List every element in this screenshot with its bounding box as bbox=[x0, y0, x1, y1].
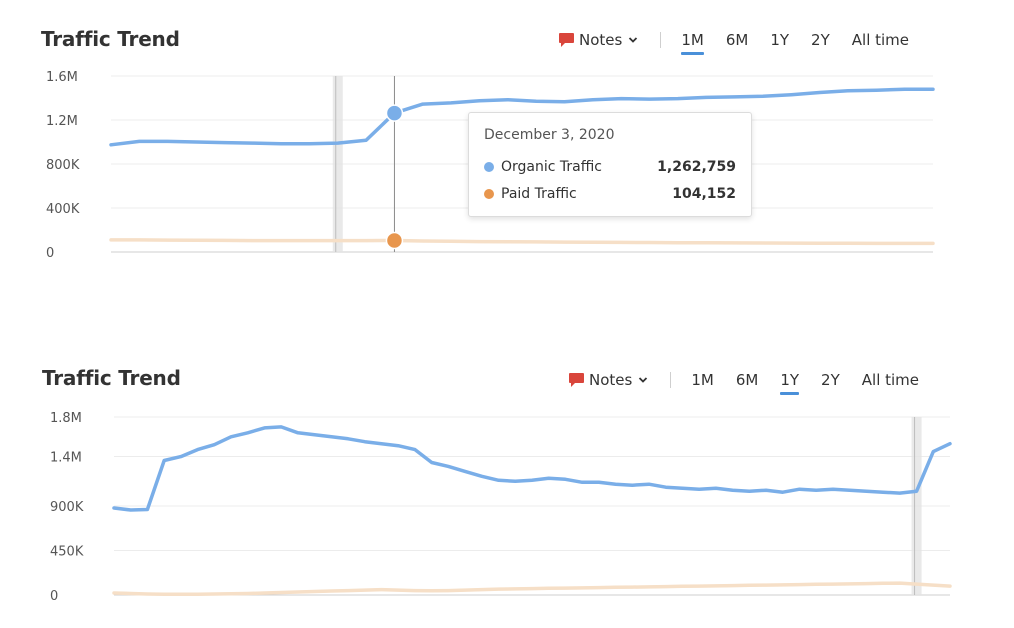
range-1y[interactable]: 1Y bbox=[780, 371, 799, 395]
range-all-time[interactable]: All time bbox=[861, 371, 920, 389]
organic-traffic-line bbox=[109, 87, 935, 147]
toolbar-divider bbox=[670, 372, 672, 388]
range-1m[interactable]: 1M bbox=[681, 31, 704, 55]
range-2y[interactable]: 2Y bbox=[821, 371, 840, 389]
range-1m[interactable]: 1M bbox=[691, 371, 714, 389]
y-tick-label: 400K bbox=[46, 202, 80, 217]
organic-hover-point bbox=[385, 104, 404, 122]
note-marker-band bbox=[911, 417, 922, 595]
y-tick-label: 800K bbox=[46, 158, 80, 173]
notes-label: Notes bbox=[579, 31, 623, 49]
y-tick-label: 1.6M bbox=[46, 70, 78, 85]
paid-traffic-line bbox=[109, 238, 935, 246]
chevron-down-icon bbox=[629, 37, 638, 43]
y-tick-label: 0 bbox=[50, 589, 58, 604]
traffic-trend-panel-1y: Traffic Trend Notes 1M 6M 1Y 2Y All time… bbox=[0, 340, 1014, 628]
tooltip-date: December 3, 2020 bbox=[484, 127, 615, 143]
organic-traffic-line bbox=[112, 425, 952, 512]
tooltip-series-value: 1,262,759 bbox=[657, 158, 736, 175]
comment-icon bbox=[559, 33, 574, 47]
y-tick-label: 1.2M bbox=[46, 114, 78, 129]
y-tick-label: 0 bbox=[46, 246, 54, 261]
paid-dot-icon bbox=[484, 188, 494, 199]
organic-dot-icon bbox=[484, 161, 494, 172]
range-2y[interactable]: 2Y bbox=[811, 31, 830, 49]
chevron-down-icon bbox=[639, 377, 648, 383]
notes-label: Notes bbox=[589, 371, 633, 389]
y-tick-label: 1.4M bbox=[50, 451, 82, 466]
range-all-time[interactable]: All time bbox=[851, 31, 910, 49]
tooltip-series-name: Organic Traffic bbox=[501, 158, 602, 175]
notes-dropdown[interactable]: Notes bbox=[568, 371, 648, 389]
tooltip-row-organic: Organic Traffic 1,262,759 bbox=[484, 153, 736, 180]
tooltip-series-name: Paid Traffic bbox=[501, 185, 577, 202]
traffic-chart-1m: 0 400K 800K 1.2M 1.6M bbox=[46, 70, 935, 261]
range-1y[interactable]: 1Y bbox=[770, 31, 790, 49]
traffic-trend-panel-1m: Traffic Trend Notes 1M 6M 1Y 2Y All time… bbox=[0, 0, 1014, 300]
y-tick-label: 450K bbox=[50, 545, 84, 560]
range-6m[interactable]: 6M bbox=[725, 31, 749, 49]
traffic-chart-1y: 0 450K 900K 1.4M 1.8M bbox=[50, 411, 952, 604]
data-tooltip: December 3, 2020 Organic Traffic 1,262,7… bbox=[468, 112, 752, 217]
tooltip-row-paid: Paid Traffic 104,152 bbox=[484, 180, 736, 207]
chart-toolbar: Notes 1M 6M 1Y 2Y All time bbox=[568, 370, 920, 395]
y-tick-label: 900K bbox=[50, 500, 84, 515]
tooltip-series-value: 104,152 bbox=[672, 185, 736, 202]
paid-traffic-line bbox=[112, 581, 952, 596]
paid-hover-point bbox=[385, 231, 404, 250]
notes-dropdown[interactable]: Notes bbox=[558, 31, 638, 49]
y-tick-label: 1.8M bbox=[50, 411, 82, 426]
toolbar-divider bbox=[660, 32, 662, 48]
range-6m[interactable]: 6M bbox=[735, 371, 759, 389]
chart-toolbar: Notes 1M 6M 1Y 2Y All time bbox=[558, 30, 910, 55]
comment-icon bbox=[569, 373, 584, 387]
chart-title: Traffic Trend bbox=[41, 27, 180, 51]
note-marker-band bbox=[332, 76, 343, 252]
chart-title: Traffic Trend bbox=[42, 366, 181, 390]
